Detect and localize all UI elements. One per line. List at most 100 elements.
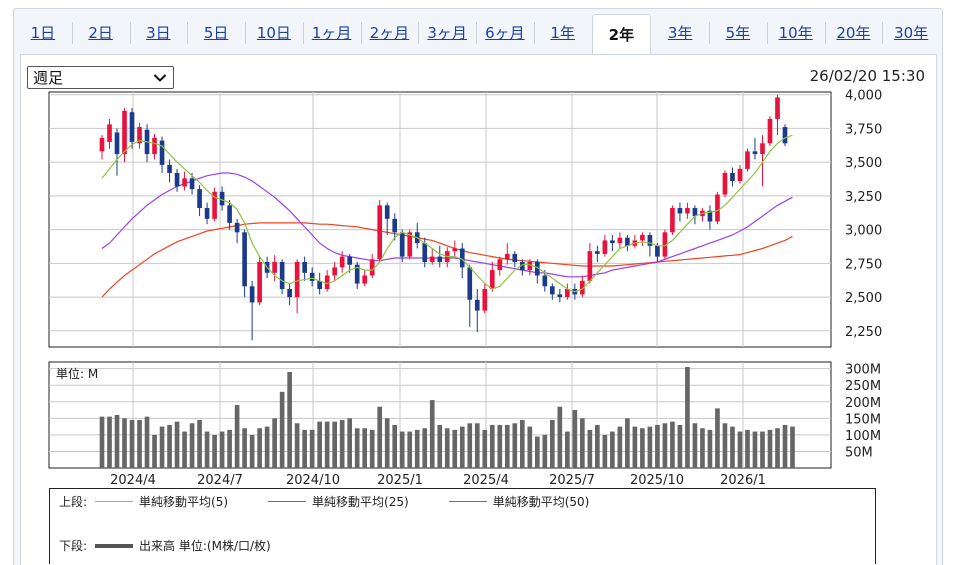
x-tick-label-6: 2025/10 bbox=[630, 473, 684, 488]
volume-tick-label-0: 300M bbox=[845, 363, 881, 378]
tab-period-12[interactable]: 5年 bbox=[709, 10, 767, 54]
tab-period-7[interactable]: 3ヶ月 bbox=[418, 10, 476, 54]
candle-body-3 bbox=[122, 110, 127, 155]
tab-period-13[interactable]: 10年 bbox=[766, 10, 825, 54]
volume-bar-80 bbox=[700, 428, 705, 468]
x-tick-label-7: 2026/1 bbox=[720, 473, 766, 488]
tab-period-14[interactable]: 20年 bbox=[824, 10, 883, 54]
candle-body-69 bbox=[617, 237, 623, 244]
volume-bar-58 bbox=[534, 436, 540, 468]
volume-bar-79 bbox=[692, 423, 698, 468]
candle-body-68 bbox=[610, 240, 615, 244]
candle-body-41 bbox=[407, 232, 413, 257]
candle-body-64 bbox=[580, 280, 585, 295]
volume-bar-32 bbox=[339, 419, 345, 468]
volume-bar-83 bbox=[722, 423, 728, 468]
candle-body-79 bbox=[692, 208, 698, 217]
volume-bar-35 bbox=[362, 428, 368, 468]
volume-tick-label-4: 100M bbox=[845, 429, 881, 444]
tab-period-11[interactable]: 3年 bbox=[667, 23, 693, 42]
candle-body-72 bbox=[640, 235, 645, 241]
candle-body-39 bbox=[392, 218, 398, 233]
legend-ma5-label: 単純移動平均(5) bbox=[139, 495, 229, 509]
candle-body-45 bbox=[437, 256, 443, 262]
candle-body-76 bbox=[670, 208, 675, 233]
candle-body-62 bbox=[565, 288, 570, 298]
candle-body-9 bbox=[167, 164, 172, 173]
interval-select-value: 週足 bbox=[33, 69, 64, 87]
candle-body-27 bbox=[302, 262, 307, 273]
volume-bar-77 bbox=[677, 424, 683, 468]
volume-bar-23 bbox=[272, 418, 277, 468]
volume-bar-44 bbox=[429, 400, 435, 468]
price-tick-label-4: 3,000 bbox=[845, 224, 882, 239]
candle-body-70 bbox=[625, 237, 630, 246]
volume-bar-55 bbox=[512, 423, 518, 468]
candle-body-60 bbox=[550, 286, 555, 295]
candle-body-86 bbox=[745, 151, 750, 169]
tab-period-1[interactable]: 2日 bbox=[71, 10, 130, 54]
candle-body-61 bbox=[557, 294, 563, 298]
legend-ma50: 単純移動平均(50) bbox=[441, 493, 589, 510]
volume-bar-1 bbox=[107, 416, 112, 468]
tab-period-0[interactable]: 1日 bbox=[30, 23, 56, 42]
tab-period-3[interactable]: 5日 bbox=[187, 10, 245, 54]
volume-bar-4 bbox=[129, 419, 135, 468]
tab-period-10[interactable]: 2年 bbox=[591, 14, 652, 54]
volume-bar-31 bbox=[332, 421, 337, 468]
volume-unit-label: 単位: M bbox=[56, 366, 98, 381]
candle-body-81 bbox=[707, 210, 713, 222]
volume-bar-30 bbox=[324, 421, 330, 468]
candle-body-25 bbox=[287, 288, 292, 298]
legend-ma50-swatch bbox=[448, 501, 487, 502]
volume-bar-42 bbox=[414, 429, 420, 468]
tab-period-6[interactable]: 2ヶ月 bbox=[360, 10, 419, 54]
volume-bar-71 bbox=[632, 426, 638, 468]
volume-bar-85 bbox=[737, 431, 743, 468]
price-tick-label-6: 2,500 bbox=[845, 291, 882, 306]
volume-bar-48 bbox=[459, 426, 465, 468]
tab-period-4[interactable]: 10日 bbox=[245, 10, 303, 54]
candle-body-19 bbox=[242, 232, 247, 287]
volume-bar-17 bbox=[227, 429, 232, 468]
volume-bar-90 bbox=[775, 428, 780, 468]
candle-body-16 bbox=[219, 191, 225, 206]
x-tick-label-5: 2025/7 bbox=[549, 473, 595, 488]
volume-bar-62 bbox=[565, 431, 570, 468]
tab-period-5[interactable]: 1ヶ月 bbox=[302, 10, 361, 54]
volume-bar-60 bbox=[550, 419, 555, 468]
candle-body-23 bbox=[272, 262, 277, 273]
volume-bar-61 bbox=[557, 406, 563, 468]
candle-body-73 bbox=[647, 235, 653, 246]
tab-period-9[interactable]: 1年 bbox=[533, 10, 592, 54]
candle-body-36 bbox=[369, 259, 375, 276]
volume-bar-16 bbox=[219, 431, 225, 468]
volume-bar-91 bbox=[782, 424, 788, 468]
volume-bar-26 bbox=[294, 423, 300, 468]
candle-body-43 bbox=[422, 243, 428, 262]
candle-body-54 bbox=[504, 253, 510, 260]
x-tick-label-1: 2024/7 bbox=[197, 473, 243, 488]
volume-bar-3 bbox=[122, 418, 127, 468]
tab-period-2[interactable]: 3日 bbox=[129, 10, 188, 54]
volume-bar-27 bbox=[302, 429, 307, 468]
candle-body-48 bbox=[459, 248, 465, 268]
candle-body-18 bbox=[234, 222, 240, 233]
candle-body-8 bbox=[159, 140, 165, 165]
period-tabs: 1日 2日 3日 5日 10日 1ヶ月 2ヶ月 3ヶ月 6ヶ月 1年 2年 3年 5年 10年 20年 30年 bbox=[14, 10, 940, 54]
candle-body-65 bbox=[587, 251, 593, 281]
x-tick-label-0: 2024/4 bbox=[110, 473, 156, 488]
tab-period-8[interactable]: 6ヶ月 bbox=[476, 10, 534, 54]
ma50-line bbox=[101, 222, 793, 298]
legend-upper-label: 上段: bbox=[59, 495, 88, 509]
volume-bar-82 bbox=[715, 408, 720, 468]
candle-body-17 bbox=[227, 205, 232, 223]
candle-body-50 bbox=[474, 299, 480, 311]
timestamp: 26/02/20 15:30 bbox=[809, 67, 925, 85]
interval-select[interactable]: 週足 bbox=[27, 66, 174, 89]
tab-period-15[interactable]: 30年 bbox=[882, 10, 940, 54]
volume-bar-84 bbox=[730, 426, 735, 468]
candle-body-31 bbox=[332, 267, 337, 276]
volume-bar-46 bbox=[444, 428, 450, 468]
volume-bar-28 bbox=[309, 429, 315, 468]
